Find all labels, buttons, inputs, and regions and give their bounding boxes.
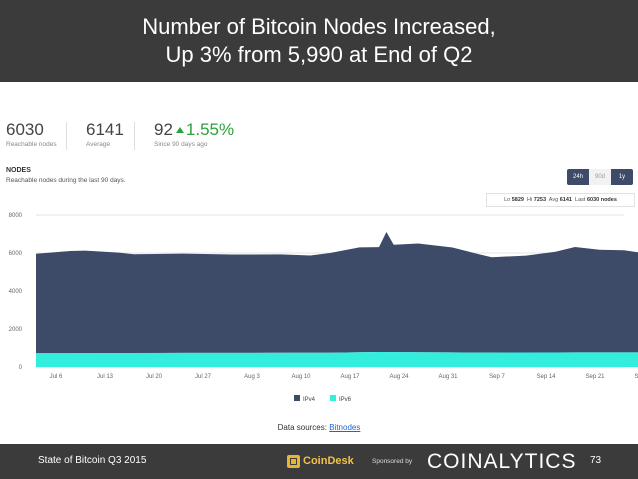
data-source-link[interactable]: Bitnodes (329, 423, 361, 432)
x-tick-label: Aug 3 (244, 374, 260, 380)
slide-title: Number of Bitcoin Nodes Increased, Up 3%… (0, 13, 638, 69)
stat-change-value: 92 1.55% (154, 121, 234, 139)
coindesk-logo-icon (287, 454, 300, 468)
sponsored-by-label: Sponsored by (372, 458, 413, 465)
x-tick-label: Jul 20 (146, 374, 163, 380)
range-button-group: 24h 90d 1y (567, 169, 633, 185)
stat-change: 92 1.55% Since 90 days ago (154, 121, 234, 149)
coindesk-logo: CoinDesk (287, 453, 354, 469)
chart-title: NODES (6, 167, 31, 174)
nodes-area-chart: 0 2000 4000 6000 8000 Jul 6 Jul 13 Jul 20 Jul 27… (9, 213, 638, 403)
coindesk-logo-text: CoinDesk (303, 455, 354, 467)
slide-header: Number of Bitcoin Nodes Increased, Up 3%… (0, 0, 638, 82)
x-tick-label: Aug 31 (438, 374, 458, 380)
x-tick-label: Jul 27 (195, 374, 212, 380)
summary-last-label: Last (575, 197, 586, 203)
stat-average-value: 6141 (86, 120, 124, 139)
range-button-90d[interactable]: 90d (589, 169, 611, 185)
summary-box: Lo 5829 Hi 7253 Avg 6141 Last 6030 nodes (486, 193, 635, 207)
stat-reachable-label: Reachable nodes (6, 141, 57, 148)
x-tick-label: Sep 14 (536, 374, 556, 380)
y-tick-label: 6000 (9, 251, 23, 257)
arrow-up-icon (175, 126, 184, 133)
x-tick-label: Sep 7 (489, 374, 505, 380)
legend-label: IPv6 (339, 397, 352, 403)
data-source-label: Data sources: (277, 423, 327, 432)
sponsor-name: COINALYTICS (427, 450, 577, 473)
summary-hi-label: Hi (527, 197, 533, 203)
footer-report-title: State of Bitcoin Q3 2015 (38, 455, 147, 466)
chart-subtitle: Reachable nodes during the last 90 days. (6, 177, 126, 184)
y-tick-label: 2000 (9, 327, 23, 333)
stat-change-percent: 1.55% (185, 120, 235, 139)
summary-avg-label: Avg (548, 197, 559, 203)
summary-hi: 7253 (533, 197, 547, 203)
y-tick-label: 0 (19, 365, 23, 371)
slide-footer: State of Bitcoin Q3 2015 CoinDesk Sponso… (0, 444, 638, 479)
stat-reachable-value: 6030 (6, 120, 44, 139)
summary-last: 6030 nodes (586, 197, 617, 203)
range-button-24h[interactable]: 24h (567, 169, 589, 185)
stat-divider (134, 122, 135, 150)
stat-average: 6141 Average (86, 120, 124, 149)
data-source: Data sources: Bitnodes (0, 423, 638, 432)
legend-swatch (330, 395, 336, 401)
summary-avg: 6141 (559, 197, 572, 203)
stat-reachable: 6030 Reachable nodes (6, 120, 57, 149)
stat-divider (66, 122, 67, 150)
legend-swatch (294, 395, 300, 401)
series-area-ipv4 (36, 232, 638, 354)
summary-lo-label: Lo (504, 197, 511, 203)
stat-change-number: 92 (154, 120, 173, 139)
page-number: 73 (590, 455, 602, 466)
x-tick-label: Sep 21 (585, 374, 605, 380)
x-tick-label: Aug 10 (291, 374, 311, 380)
slide-title-line2: Up 3% from 5,990 at End of Q2 (165, 42, 473, 67)
x-tick-label: Sep 28 (634, 374, 638, 380)
stat-average-label: Average (86, 141, 111, 148)
y-tick-label: 4000 (9, 289, 23, 295)
y-tick-label: 8000 (9, 213, 23, 219)
x-tick-label: Jul 6 (50, 374, 63, 380)
slide-title-line1: Number of Bitcoin Nodes Increased, (142, 14, 496, 39)
x-tick-label: Aug 24 (389, 374, 409, 380)
stat-change-label: Since 90 days ago (154, 141, 208, 148)
legend-label: IPv4 (303, 397, 316, 403)
x-tick-label: Aug 17 (340, 374, 360, 380)
range-button-1y[interactable]: 1y (611, 169, 633, 185)
summary-lo: 5829 (511, 197, 524, 203)
series-area-ipv6 (36, 352, 638, 367)
x-tick-label: Jul 13 (97, 374, 114, 380)
